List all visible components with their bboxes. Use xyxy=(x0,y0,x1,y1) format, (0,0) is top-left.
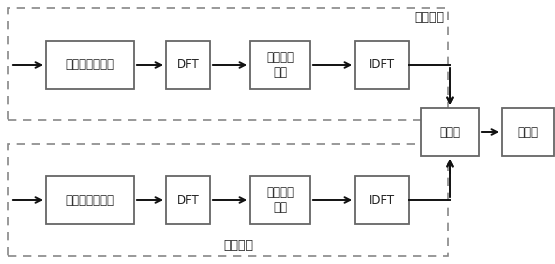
Bar xyxy=(502,108,554,156)
Text: 采集的短时数据: 采集的短时数据 xyxy=(65,194,114,206)
Bar xyxy=(250,41,310,89)
Text: 参考通道: 参考通道 xyxy=(223,239,253,252)
Text: DFT: DFT xyxy=(176,194,199,206)
Text: 信号频谱
分离: 信号频谱 分离 xyxy=(266,51,294,79)
Bar xyxy=(421,108,479,156)
Bar xyxy=(8,144,448,256)
Text: 求相差: 求相差 xyxy=(517,125,538,139)
Bar xyxy=(46,176,134,224)
Bar xyxy=(166,176,210,224)
Text: DFT: DFT xyxy=(176,59,199,72)
Bar xyxy=(355,41,409,89)
Bar xyxy=(46,41,134,89)
Text: IDFT: IDFT xyxy=(369,194,395,206)
Text: 互相关: 互相关 xyxy=(440,125,461,139)
Text: 信号频谱
分离: 信号频谱 分离 xyxy=(266,186,294,214)
Bar xyxy=(8,8,448,120)
Text: 测相通道: 测相通道 xyxy=(414,11,444,24)
Text: 采集的短时数据: 采集的短时数据 xyxy=(65,59,114,72)
Bar xyxy=(250,176,310,224)
Bar xyxy=(355,176,409,224)
Bar xyxy=(166,41,210,89)
Text: IDFT: IDFT xyxy=(369,59,395,72)
